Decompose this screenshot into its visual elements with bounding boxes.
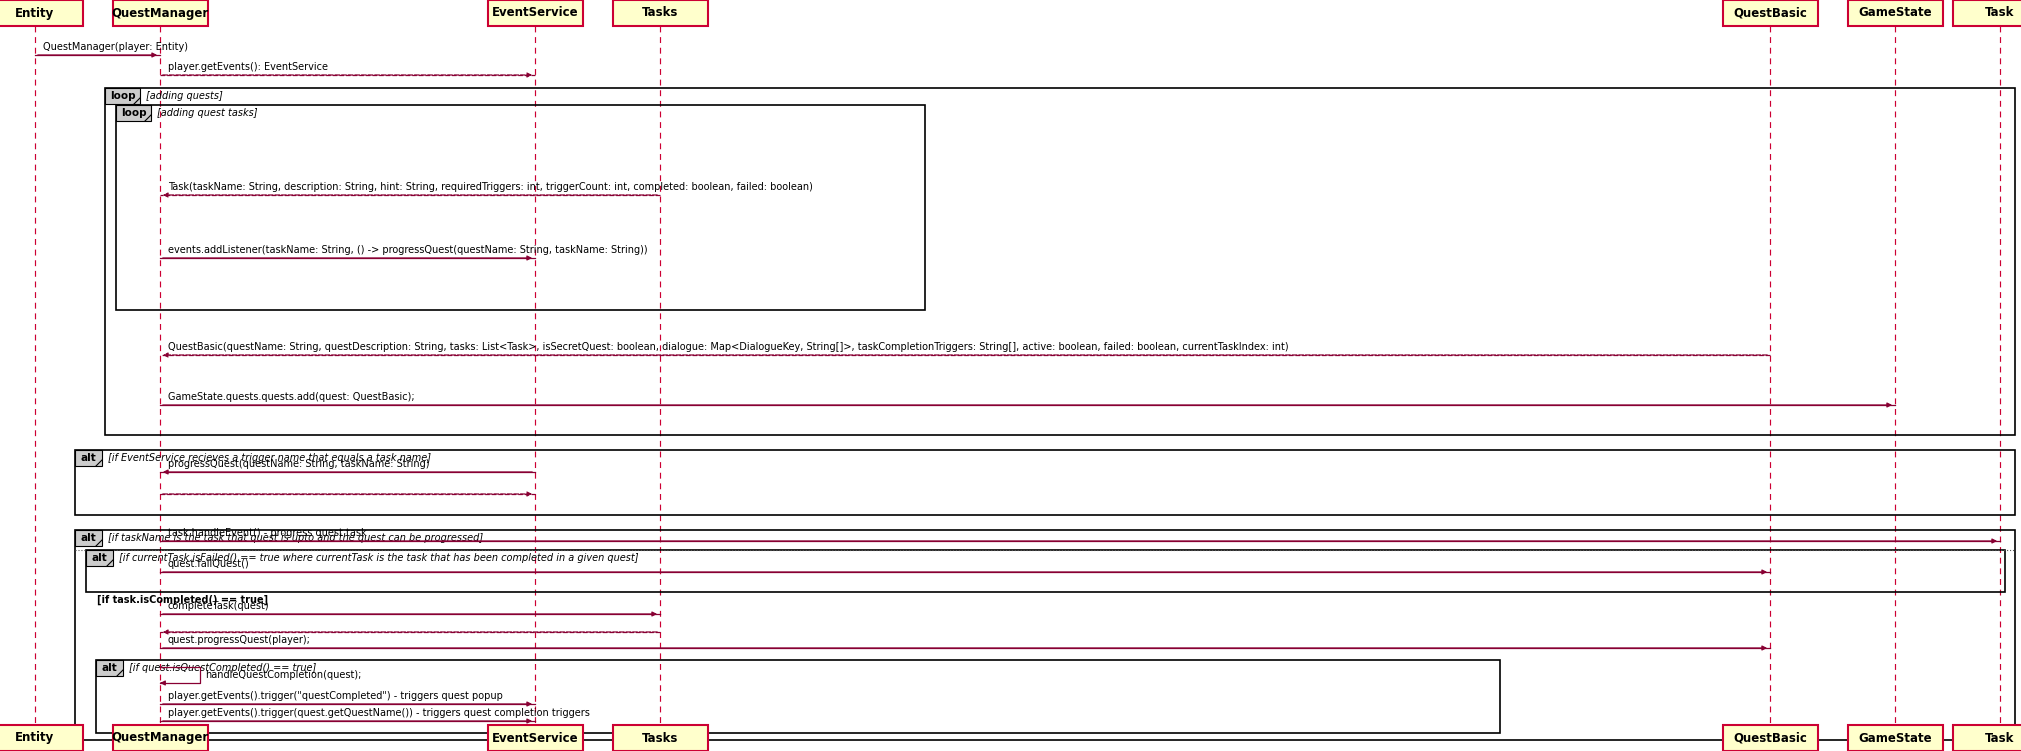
Text: [adding quest tasks]: [adding quest tasks]: [158, 108, 257, 118]
Bar: [75, 450, 101, 466]
Bar: [87, 550, 113, 566]
Text: QuestBasic: QuestBasic: [1734, 7, 1807, 20]
Text: QuestBasic(questName: String, questDescription: String, tasks: List<Task>, isSec: QuestBasic(questName: String, questDescr…: [168, 342, 1289, 352]
Bar: [612, 725, 707, 751]
Bar: [1952, 0, 2021, 26]
Text: Tasks: Tasks: [643, 731, 679, 744]
Text: player.getEvents(): EventService: player.getEvents(): EventService: [168, 62, 327, 72]
Bar: [1847, 0, 1942, 26]
Bar: [75, 530, 2015, 740]
Text: alt: alt: [101, 663, 117, 673]
Bar: [87, 550, 2005, 592]
Bar: [612, 0, 707, 26]
Bar: [113, 725, 208, 751]
Bar: [487, 725, 582, 751]
Bar: [75, 530, 101, 546]
Text: GameState: GameState: [1857, 7, 1932, 20]
Text: events.addListener(taskName: String, () -> progressQuest(questName: String, task: events.addListener(taskName: String, () …: [168, 245, 647, 255]
Bar: [0, 725, 83, 751]
Text: quest.failQuest(): quest.failQuest(): [168, 559, 251, 569]
Text: completeTask(quest): completeTask(quest): [168, 601, 269, 611]
Text: Task: Task: [1985, 7, 2015, 20]
Bar: [97, 660, 123, 676]
Bar: [115, 105, 152, 121]
Bar: [97, 660, 1500, 733]
Text: Entity: Entity: [16, 731, 55, 744]
Text: Task: Task: [1985, 731, 2015, 744]
Text: quest.progressQuest(player);: quest.progressQuest(player);: [168, 635, 311, 645]
Bar: [75, 450, 2015, 515]
Bar: [115, 105, 926, 310]
Text: [if task.isCompleted() == true]: [if task.isCompleted() == true]: [97, 595, 269, 605]
Text: loop: loop: [121, 108, 146, 118]
Text: QuestManager(player: Entity): QuestManager(player: Entity): [42, 42, 188, 52]
Text: EventService: EventService: [491, 7, 578, 20]
Text: Entity: Entity: [16, 7, 55, 20]
Text: [if taskName is the task that quest is upto and the quest can be progressed]: [if taskName is the task that quest is u…: [107, 533, 483, 543]
Text: alt: alt: [91, 553, 107, 563]
Text: alt: alt: [81, 533, 97, 543]
Text: player.getEvents().trigger("questCompleted") - triggers quest popup: player.getEvents().trigger("questComplet…: [168, 691, 503, 701]
Text: GameState: GameState: [1857, 731, 1932, 744]
Bar: [0, 0, 83, 26]
Text: progressQuest(questName: String, taskName: String): progressQuest(questName: String, taskNam…: [168, 459, 430, 469]
Text: QuestManager: QuestManager: [111, 7, 208, 20]
Text: player.getEvents().trigger(quest.getQuestName()) - triggers quest completion tri: player.getEvents().trigger(quest.getQues…: [168, 708, 590, 718]
Text: [if quest.isQuestCompleted() == true]: [if quest.isQuestCompleted() == true]: [129, 663, 315, 673]
Text: loop: loop: [109, 91, 135, 101]
Bar: [1722, 725, 1817, 751]
Bar: [1722, 0, 1817, 26]
Text: EventService: EventService: [491, 731, 578, 744]
Bar: [113, 0, 208, 26]
Text: Task(taskName: String, description: String, hint: String, requiredTriggers: int,: Task(taskName: String, description: Stri…: [168, 182, 812, 192]
Text: alt: alt: [81, 453, 97, 463]
Text: [adding quests]: [adding quests]: [146, 91, 222, 101]
Bar: [1847, 725, 1942, 751]
Text: Tasks: Tasks: [643, 7, 679, 20]
Text: GameState.quests.quests.add(quest: QuestBasic);: GameState.quests.quests.add(quest: Quest…: [168, 392, 414, 402]
Bar: [105, 88, 2015, 435]
Bar: [1952, 725, 2021, 751]
Text: task.handleEvent() - progress quest task: task.handleEvent() - progress quest task: [168, 528, 366, 538]
Text: QuestManager: QuestManager: [111, 731, 208, 744]
Text: handleQuestCompletion(quest);: handleQuestCompletion(quest);: [204, 670, 362, 680]
Text: [if currentTask.isFailed() == true where currentTask is the task that has been c: [if currentTask.isFailed() == true where…: [119, 553, 639, 563]
Text: QuestBasic: QuestBasic: [1734, 731, 1807, 744]
Bar: [487, 0, 582, 26]
Bar: [105, 88, 139, 104]
Text: [if EventService recieves a trigger name that equals a task name]: [if EventService recieves a trigger name…: [107, 453, 430, 463]
